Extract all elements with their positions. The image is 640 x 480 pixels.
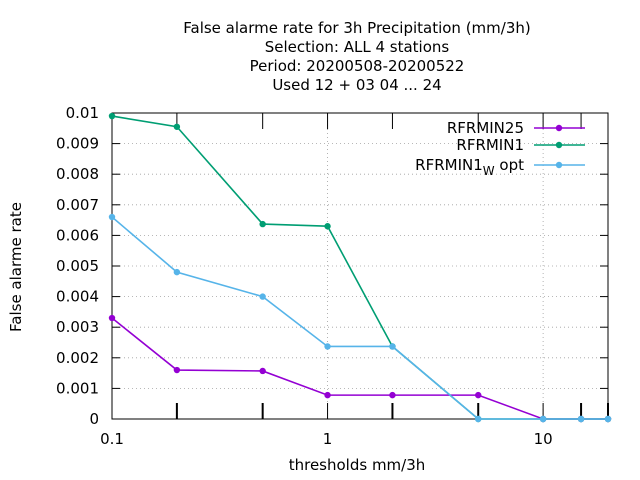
series-1-point	[475, 391, 482, 399]
legend-label-2: RFRMIN1	[456, 136, 524, 154]
y-tick-label: 0.01	[66, 104, 99, 122]
series-3-point	[539, 415, 547, 423]
series-3-point	[577, 415, 585, 423]
y-tick-label: 0.007	[56, 196, 99, 214]
series-3-point	[324, 343, 331, 350]
data-series	[108, 112, 612, 423]
series-2-point	[108, 112, 116, 120]
series-2-point	[324, 223, 331, 230]
axes: 0 0.001 0.002 0.003 0.004 0.005 0.006 0.007 0.00…	[56, 104, 609, 448]
series-1-point	[389, 391, 396, 399]
y-tick-label: 0.006	[56, 226, 99, 244]
legend-marker-2	[555, 141, 563, 149]
y-tick-label: 0.002	[56, 349, 99, 367]
title-line-2: Selection: ALL 4 stations	[265, 38, 450, 56]
legend-label-1: RFRMIN25	[447, 119, 524, 137]
legend-label-3: RFRMIN1W opt	[415, 156, 524, 178]
title-line-3: Period: 20200508-20200522	[250, 57, 465, 75]
y-tick-label: 0	[89, 410, 99, 428]
y-axis-label: False alarme rate	[7, 202, 25, 332]
series-3-point	[173, 268, 181, 276]
x-axis-label: thresholds mm/3h	[289, 456, 426, 474]
series-1-point	[108, 314, 116, 322]
x-tick-label: 1	[323, 430, 333, 448]
series-3-point	[389, 343, 396, 350]
legend-marker-3	[555, 161, 563, 169]
series-3-point	[108, 213, 116, 221]
y-tick-label: 0.004	[56, 288, 99, 306]
y-tick-label: 0.003	[56, 318, 99, 336]
title-line-1: False alarme rate for 3h Precipitation (…	[183, 19, 531, 37]
x-tick-label: 10	[534, 430, 553, 448]
chart-title: False alarme rate for 3h Precipitation (…	[183, 19, 531, 94]
x-tick-label: 0.1	[100, 430, 124, 448]
series-1-point	[259, 367, 266, 375]
plot-frame	[111, 112, 609, 420]
series-1-point	[324, 391, 331, 399]
y-tick-label: 0.001	[56, 379, 99, 397]
series-1-point	[173, 366, 181, 374]
legend-marker-1	[555, 124, 563, 132]
title-line-4: Used 12 + 03 04 ... 24	[272, 76, 441, 94]
y-tick-label: 0.009	[56, 135, 99, 153]
series-3-point	[259, 293, 266, 300]
y-tick-label: 0.008	[56, 165, 99, 183]
series-2-point	[259, 220, 266, 228]
y-tick-label: 0.005	[56, 257, 99, 275]
series-2-point	[173, 123, 181, 130]
series-3-point	[475, 415, 482, 423]
series-3-point	[604, 415, 612, 423]
grid-lines	[112, 113, 608, 419]
